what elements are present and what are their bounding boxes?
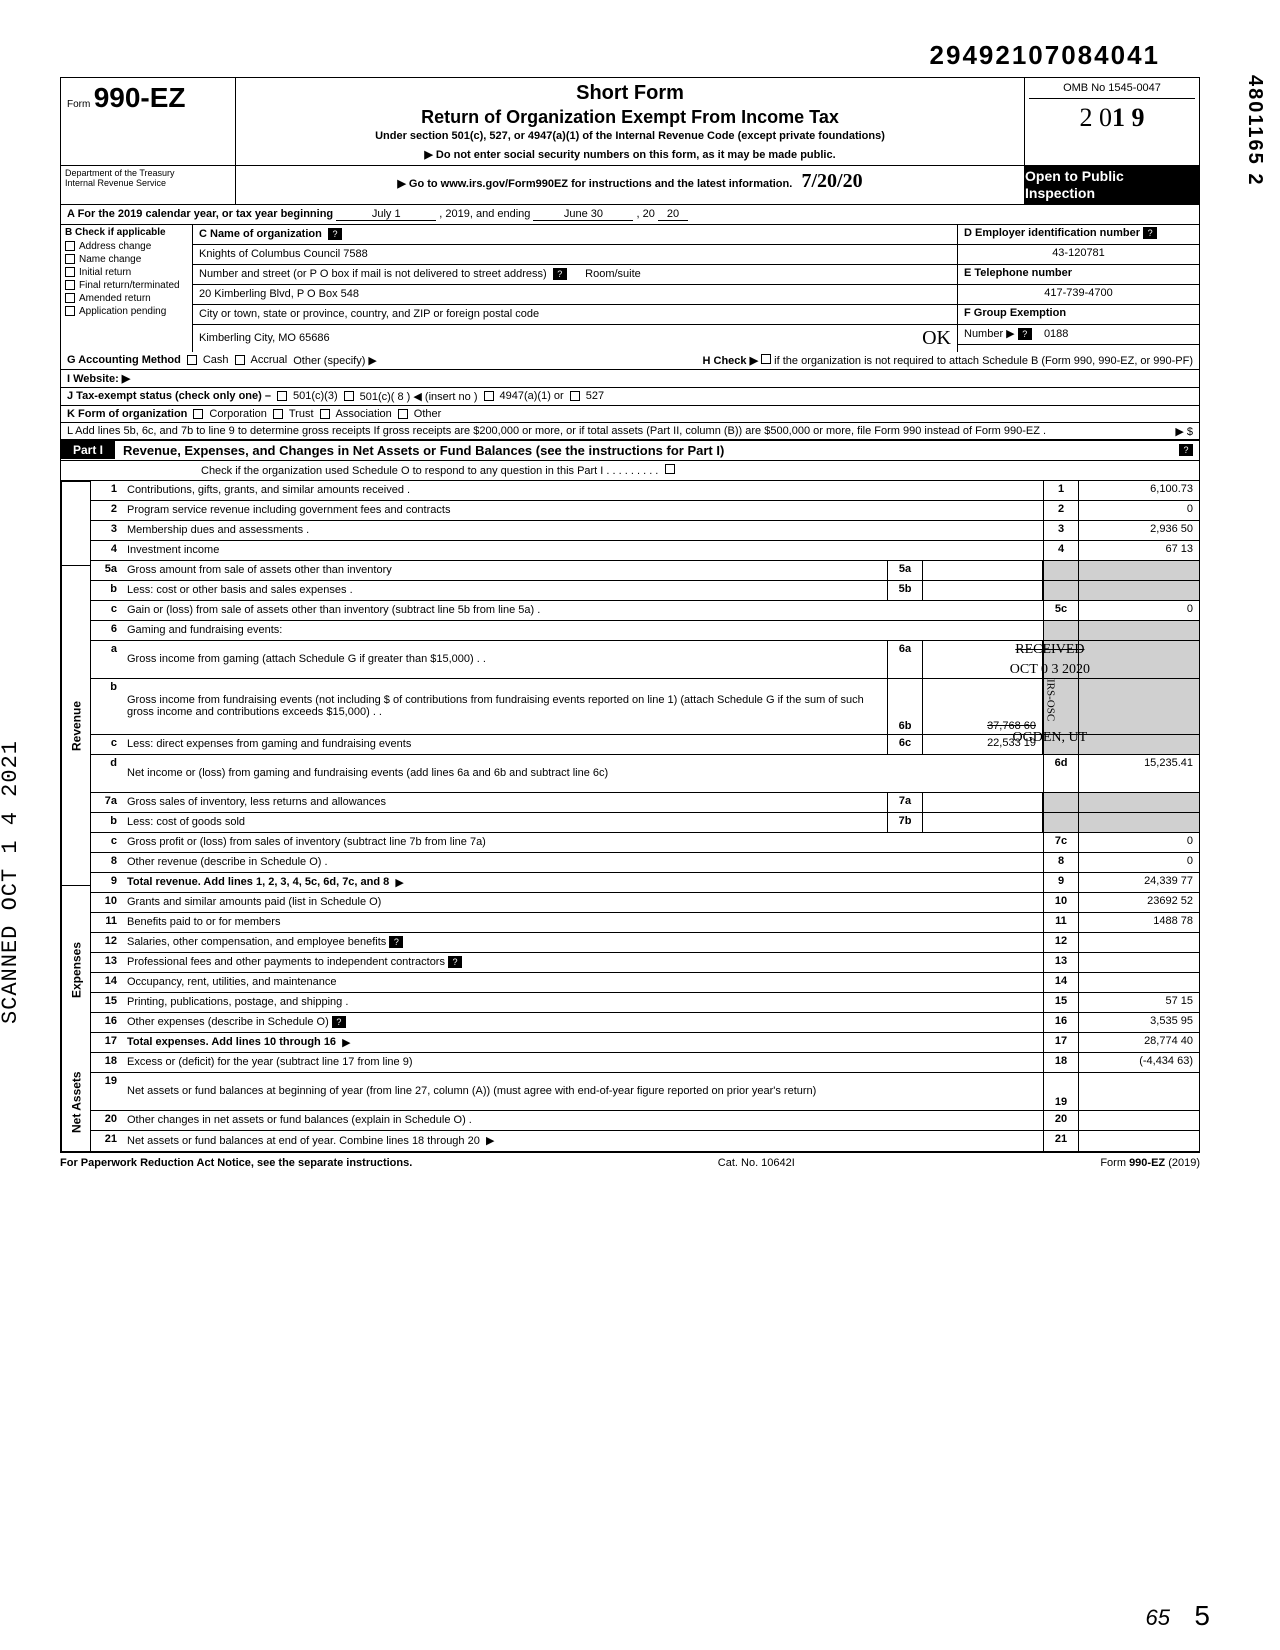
chk-amended[interactable] [65,293,75,303]
form-id-cell: Form 990-EZ [61,78,236,165]
tax-year: 2 01 9 [1029,99,1195,137]
chk-501c[interactable] [344,391,354,401]
line-3-val: 2,936 50 [1079,521,1199,540]
phone: 417-739-4700 [958,285,1199,305]
open-public: Open to Public Inspection [1024,166,1199,204]
info-grid: B Check if applicable Address change Nam… [60,225,1200,352]
line-9-val: 24,339 77 [1079,873,1199,892]
check-o: Check if the organization used Schedule … [60,461,1200,481]
title1: Short Form [244,82,1016,105]
chk-501c3[interactable] [277,391,287,401]
subtitle1: Under section 501(c), 527, or 4947(a)(1)… [244,130,1016,142]
chk-final[interactable] [65,280,75,290]
chk-sched-b[interactable] [761,354,771,364]
dept-center: ▶ Go to www.irs.gov/Form990EZ for instru… [236,166,1024,204]
chk-assoc[interactable] [320,409,330,419]
city: Kimberling City, MO 65686 [199,332,330,344]
line-4-val: 67 13 [1079,541,1199,560]
col-de: D Employer identification number ? 43-12… [957,225,1199,352]
form-number: 990-EZ [94,82,186,113]
line-6d-val: 15,235.41 [1079,755,1199,792]
group-exemption: 0188 [1044,328,1068,340]
chk-corp[interactable] [193,409,203,419]
omb: OMB No 1545-0047 [1029,82,1195,99]
ok-mark: OK [922,327,951,350]
dln: 29492107084041 [60,40,1200,71]
row-i: I Website: ▶ [60,370,1200,388]
row-j: J Tax-exempt status (check only one) – 5… [60,388,1200,406]
row-k: K Form of organization Corporation Trust… [60,406,1200,423]
footer-right: Form 990-EZ (2019) [1100,1157,1200,1169]
dept-row: Department of the Treasury Internal Reve… [60,165,1200,205]
dept2: Internal Revenue Service [65,178,231,188]
expenses-label: Expenses [61,885,91,1053]
chk-schedule-o[interactable] [665,464,675,474]
row-l: L Add lines 5b, 6c, and 7b to line 9 to … [60,423,1200,440]
row-a: A For the 2019 calendar year, or tax yea… [60,205,1200,225]
help-icon: ? [448,956,462,968]
col-c: C Name of organization ? Knights of Colu… [193,225,957,352]
ein: 43-120781 [958,245,1199,265]
footer-left: For Paperwork Reduction Act Notice, see … [60,1157,412,1169]
vertical-code: 4801165 2 [1243,75,1266,186]
line-16-val: 3,535 95 [1079,1013,1199,1032]
handwrite-date: 7/20/20 [801,170,862,192]
title-center: Short Form Return of Organization Exempt… [236,78,1024,165]
part1-label: Part I [61,441,115,459]
year-yy: 20 [658,208,688,221]
year-begin: July 1 [336,208,436,221]
chk-initial[interactable] [65,267,75,277]
help-icon: ? [1143,227,1157,239]
chk-other[interactable] [398,409,408,419]
revenue-label: Revenue [61,565,91,885]
dept1: Department of the Treasury [65,168,231,178]
chk-accrual[interactable] [235,355,245,365]
footer-mid: Cat. No. 10642I [718,1157,795,1169]
col-b: B Check if applicable Address change Nam… [61,225,193,352]
help-icon: ? [553,268,567,280]
line-7c-val: 0 [1079,833,1199,852]
chk-address[interactable] [65,241,75,251]
chk-trust[interactable] [273,409,283,419]
chk-4947[interactable] [484,391,494,401]
main-table: Revenue Expenses Net Assets 1Contributio… [60,481,1200,1152]
help-icon: ? [328,228,342,240]
line-18-val: (-4,434 63) [1079,1053,1199,1072]
line-5c-val: 0 [1079,601,1199,620]
scanned-stamp: SCANNED OCT 1 4 2021 [0,740,23,1024]
chk-cash[interactable] [187,355,197,365]
line-8-val: 0 [1079,853,1199,872]
line-17-val: 28,774 40 [1079,1033,1199,1052]
year-end: June 30 [533,208,633,221]
line-1-val: 6,100.73 [1079,481,1199,500]
line-11-val: 1488 78 [1079,913,1199,932]
dept-left: Department of the Treasury Internal Reve… [61,166,236,204]
netassets-label: Net Assets [61,1053,91,1151]
line-15-val: 57 15 [1079,993,1199,1012]
form-prefix: Form [67,99,90,110]
part1-title: Revenue, Expenses, and Changes in Net As… [115,441,1179,460]
title-row: Form 990-EZ Short Form Return of Organiz… [60,77,1200,165]
street: 20 Kimberling Blvd, P O Box 548 [193,285,957,305]
org-name: Knights of Columbus Council 7588 [193,245,957,265]
chk-pending[interactable] [65,306,75,316]
title-right: OMB No 1545-0047 2 01 9 [1024,78,1199,165]
help-icon: ? [389,936,403,948]
footer: For Paperwork Reduction Act Notice, see … [60,1152,1200,1173]
received-stamp: RECEIVED OCT 0 3 2020 IRS-OSC OGDEN, UT [1010,640,1090,748]
chk-527[interactable] [570,391,580,401]
subtitle2: ▶ Do not enter social security numbers o… [244,148,1016,161]
row-g: G Accounting Method Cash Accrual Other (… [60,352,1200,370]
help-icon: ? [1179,444,1193,456]
page-corner: 65 5 [1145,1600,1210,1632]
part1-header: Part I Revenue, Expenses, and Changes in… [60,440,1200,461]
help-icon: ? [1018,328,1032,340]
help-icon: ? [332,1016,346,1028]
title2: Return of Organization Exempt From Incom… [244,107,1016,128]
line-10-val: 23692 52 [1079,893,1199,912]
line-2-val: 0 [1079,501,1199,520]
form-page: 29492107084041 Form 990-EZ Short Form Re… [60,40,1200,1173]
chk-name[interactable] [65,254,75,264]
